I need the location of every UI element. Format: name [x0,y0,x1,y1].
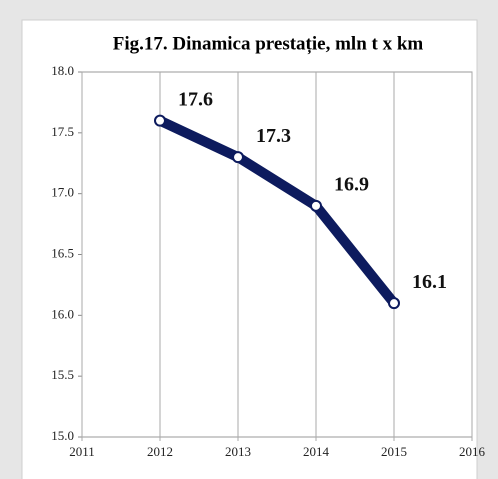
chart-title: Fig.17. Dinamica prestație, mln t x km [113,33,424,54]
y-tick-label: 16.5 [51,245,74,260]
data-label: 17.6 [178,88,213,110]
panel [21,19,478,479]
y-tick-label: 17.0 [51,185,74,200]
data-label: 16.1 [412,271,447,293]
x-tick-label: 2013 [225,444,251,459]
y-tick-label: 15.0 [51,428,74,443]
x-tick-label: 2014 [303,444,330,459]
x-tick-label: 2016 [459,444,486,459]
marker [232,151,244,164]
y-tick-label: 18.0 [51,63,74,78]
data-label: 16.9 [334,173,369,195]
y-tick-label: 15.5 [51,367,74,382]
y-tick-label: 17.5 [51,124,74,139]
marker [388,297,400,310]
x-tick-label: 2015 [381,444,407,459]
marker [310,199,322,212]
marker [154,114,166,127]
y-tick-label: 16.0 [51,306,74,321]
data-label: 17.3 [256,125,291,147]
x-tick-label: 2011 [69,444,95,459]
x-tick-label: 2012 [147,444,173,459]
line [155,115,399,309]
